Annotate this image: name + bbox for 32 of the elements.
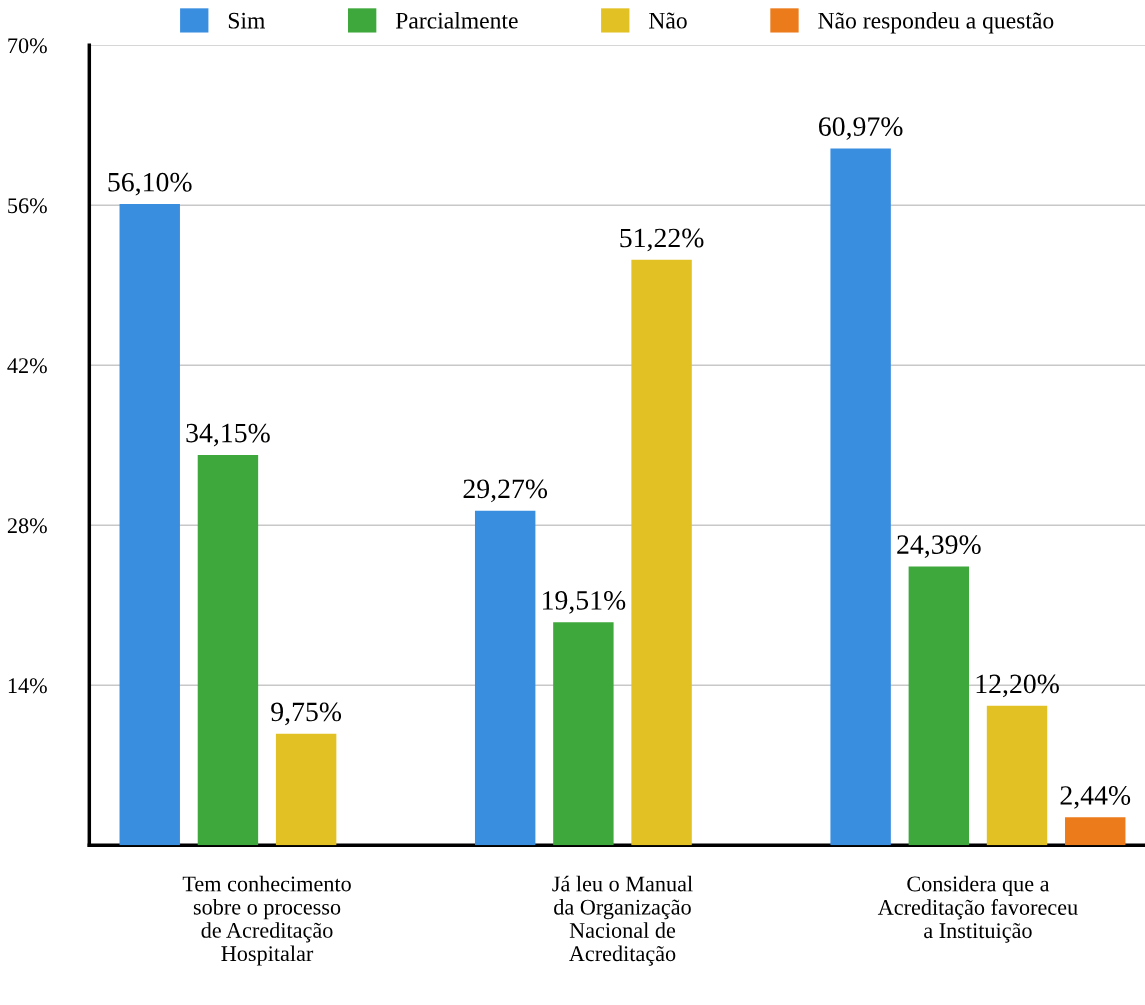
data-label: 24,39%: [897, 535, 981, 558]
y-tick-label: 14%: [8, 678, 47, 694]
data-label: 19,51%: [543, 590, 626, 614]
bar: [119, 204, 180, 846]
data-label: 56,10%: [108, 172, 192, 196]
x-tick-label: Tem conhecimento sobre o processo de Acreditação Hospitalar: [182, 875, 351, 966]
y-tick-label: 56%: [8, 198, 47, 214]
bar: [553, 622, 614, 846]
data-label: 29,27%: [463, 479, 548, 503]
bar: [908, 566, 970, 846]
x-tick-label: Já leu o Manual da Organização Nacional de Acreditação: [552, 875, 693, 966]
bar: [474, 510, 536, 846]
data-label: 60,97%: [819, 117, 903, 140]
legend-label: Parcialmente: [395, 12, 518, 29]
y-tick-label: 42%: [7, 358, 47, 374]
legend-label: Não respondeu a questão: [818, 12, 1054, 34]
y-tick-label: 70%: [8, 38, 47, 54]
y-tick-label: 28%: [7, 518, 47, 534]
legend-label: Sim: [228, 12, 265, 29]
data-label: 12,20%: [976, 674, 1059, 698]
legend-label: Não: [649, 12, 687, 29]
data-label: 34,15%: [186, 423, 270, 447]
data-label: 2,44%: [1060, 786, 1131, 809]
bar: [1065, 817, 1126, 846]
bar: [631, 259, 692, 846]
bar: [986, 705, 1048, 846]
bar: [197, 454, 259, 846]
bar: [275, 733, 337, 846]
x-tick-label: Considera que a Acreditação favoreceu a Instituição: [877, 875, 1078, 943]
bar: [830, 148, 891, 846]
data-label: 9,75%: [271, 702, 342, 726]
data-label: 51,22%: [620, 228, 704, 252]
